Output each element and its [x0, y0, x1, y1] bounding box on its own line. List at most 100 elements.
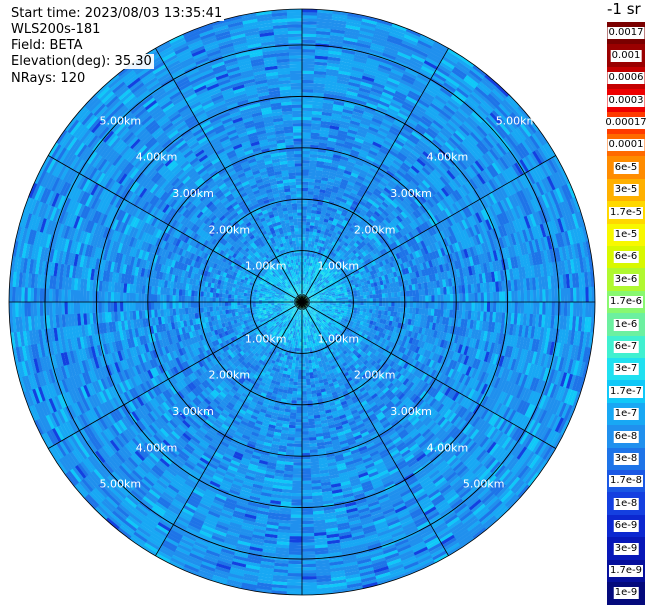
ppi-cell [309, 289, 312, 293]
ppi-cell [374, 253, 380, 259]
ppi-cell [398, 48, 413, 57]
ppi-cell [329, 262, 334, 267]
ppi-cell [321, 284, 325, 288]
ppi-cell [320, 274, 324, 279]
ppi-cell [311, 240, 315, 245]
ppi-cell [331, 273, 336, 277]
ppi-cell [384, 225, 391, 233]
ppi-cell [324, 290, 329, 294]
ppi-cell [337, 76, 350, 82]
ppi-cell [369, 232, 376, 239]
ppi-cell [320, 263, 324, 268]
ppi-cell [400, 243, 407, 251]
ppi-cell [318, 236, 324, 241]
ppi-cell [472, 129, 484, 142]
ppi-cell [326, 68, 339, 74]
ppi-cell [369, 305, 373, 310]
ppi-cell [317, 258, 321, 263]
ppi-cell [306, 255, 310, 260]
ppi-cell [344, 33, 359, 40]
ppi-cell [323, 273, 327, 277]
ppi-cell [330, 31, 345, 37]
ppi-cell [308, 178, 315, 183]
ppi-cell [401, 76, 415, 85]
ppi-cell [303, 283, 305, 287]
ppi-cell [322, 102, 334, 108]
ppi-cell [518, 175, 528, 189]
ppi-cell [465, 118, 477, 130]
ppi-cell [422, 302, 426, 309]
ppi-cell [372, 190, 381, 198]
ppi-cell [314, 241, 319, 246]
ppi-cell [317, 226, 323, 231]
ppi-cell [400, 42, 416, 52]
ppi-cell [320, 183, 328, 188]
ppi-cell [302, 243, 306, 247]
ppi-cell [465, 227, 473, 239]
ppi-cell [375, 277, 380, 283]
ppi-cell [372, 294, 377, 299]
ppi-cell [370, 224, 377, 231]
ppi-cell [404, 141, 415, 150]
ppi-cell [312, 231, 317, 236]
ppi-cell [416, 142, 427, 152]
ppi-cell [324, 279, 329, 283]
ppi-cell [526, 302, 531, 315]
ppi-cell [449, 71, 464, 83]
ppi-cell [569, 198, 578, 214]
ppi-cell [406, 240, 413, 248]
ppi-cell [359, 30, 375, 37]
ppi-cell [454, 189, 463, 200]
ppi-cell [374, 156, 384, 164]
ppi-cell [351, 169, 360, 176]
ppi-cell [414, 198, 423, 207]
ppi-cell [419, 295, 423, 303]
ppi-cell [499, 199, 508, 212]
ppi-cell [394, 90, 408, 99]
ppi-cell [368, 93, 381, 101]
ppi-cell [360, 227, 367, 234]
ppi-cell [414, 160, 424, 170]
ppi-cell [486, 206, 494, 219]
ppi-cell [456, 144, 468, 156]
ppi-cell [345, 224, 351, 230]
ppi-cell [430, 122, 442, 132]
ppi-cell [315, 286, 319, 290]
ppi-cell [391, 162, 401, 170]
ppi-cell [361, 246, 367, 252]
ppi-cell [397, 151, 408, 160]
ppi-cell [496, 142, 507, 156]
ppi-cell [312, 203, 318, 208]
ppi-cell [311, 117, 322, 121]
ppi-cell [377, 182, 386, 190]
ppi-cell [316, 21, 332, 26]
ppi-cell [355, 216, 362, 223]
ppi-cell [312, 276, 315, 280]
ppi-cell [416, 101, 429, 111]
ppi-cell [339, 120, 351, 127]
ppi-cell [382, 160, 392, 168]
ppi-cell [323, 269, 328, 274]
ppi-cell [364, 158, 374, 165]
ppi-cell [445, 50, 461, 62]
ppi-cell [521, 202, 530, 216]
ppi-cell [335, 88, 348, 94]
ppi-cell [375, 289, 379, 295]
ppi-cell [529, 302, 534, 315]
ppi-cell [397, 296, 401, 303]
ppi-cell [435, 166, 445, 177]
ppi-cell [402, 262, 408, 269]
ppi-cell [454, 63, 470, 76]
ppi-cell [346, 221, 353, 227]
ppi-cell [311, 287, 315, 291]
ppi-cell [310, 297, 314, 300]
ppi-cell [510, 180, 520, 193]
ppi-cell [331, 160, 340, 165]
ppi-cell [467, 134, 479, 146]
ppi-cell [548, 302, 552, 316]
ppi-cell [387, 292, 392, 298]
ppi-cell [388, 230, 395, 237]
ppi-cell [414, 104, 427, 114]
ppi-cell [343, 242, 349, 247]
ppi-cell [369, 245, 375, 252]
